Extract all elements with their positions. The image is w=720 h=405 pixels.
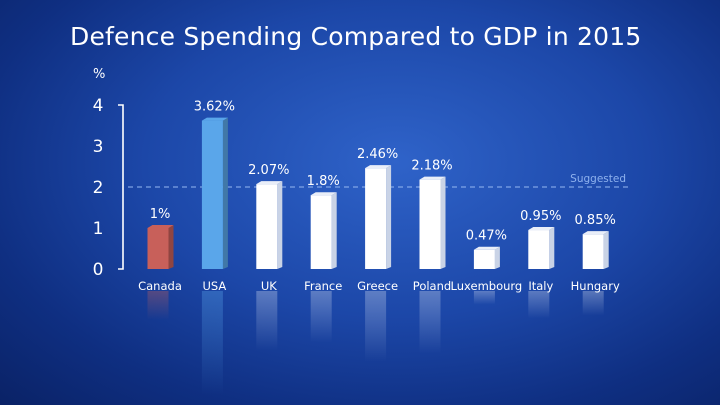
bar-reflection [582,291,604,316]
bar-value-label: 0.47% [466,229,507,244]
bar-side [277,181,283,269]
x-tick-label: Canada [138,279,182,293]
bar-side [331,192,337,269]
y-tick-label: 0 [93,260,104,280]
bar-italy [528,230,550,269]
bar-top [256,181,283,185]
bar-poland [419,179,441,269]
bar-reflection [201,291,223,395]
y-tick-label: 1 [93,219,104,239]
bar-reflection [528,291,550,319]
x-tick-label: France [304,279,342,293]
x-tick-label: Luxembourg [451,279,523,293]
y-tick-label: 3 [93,137,104,157]
bar-value-label: 0.85% [575,213,616,228]
bar-reflection [256,291,278,351]
bar-value-label: 2.46% [357,147,398,162]
bar-uk [256,184,278,269]
bar-side [440,176,446,269]
bar-usa [201,120,223,269]
bar-reflection [310,291,332,343]
bar-top [201,117,228,121]
x-tick-label: Greece [357,279,398,293]
bar-top [310,192,337,196]
y-axis-line [118,104,124,270]
bar-top [473,246,500,250]
bar-canada [147,228,169,269]
bar-value-label: 1.8% [307,174,340,189]
bar-side [603,231,609,269]
bar-top [419,176,446,180]
bar-reflection [473,291,495,305]
bar-side [549,227,555,269]
bar-side [386,165,392,269]
bar-greece [365,168,387,269]
bar-reflection [365,291,387,362]
bar-top [582,231,609,235]
bar-side [168,225,174,269]
bar-luxembourg [473,249,495,269]
bar-value-label: 2.18% [411,159,452,174]
suggested-reference-label: Suggested [570,173,626,185]
bar-top [365,165,392,169]
bar-hungary [582,234,604,269]
x-tick-label: Hungary [571,279,620,293]
bar-value-label: 2.07% [248,163,289,178]
bar-side [222,117,228,269]
bar-top [147,225,174,228]
chart-title: Defence Spending Compared to GDP in 2015 [70,22,642,51]
x-tick-label: Italy [528,279,553,293]
y-tick-label: 2 [93,178,104,198]
x-tick-label: UK [261,279,277,293]
y-axis-label: % [93,67,105,82]
bar-reflection [419,291,441,354]
bar-value-label: 3.62% [194,100,235,115]
bar-reflection [147,291,169,320]
bar-top [528,227,555,231]
y-tick-label: 4 [93,96,104,116]
x-tick-label: Poland [413,279,451,293]
x-tick-label: USA [202,279,226,293]
bar-side [494,246,500,269]
bar-france [310,195,332,269]
bar-value-label: 1% [150,207,171,222]
bar-value-label: 0.95% [520,209,561,224]
